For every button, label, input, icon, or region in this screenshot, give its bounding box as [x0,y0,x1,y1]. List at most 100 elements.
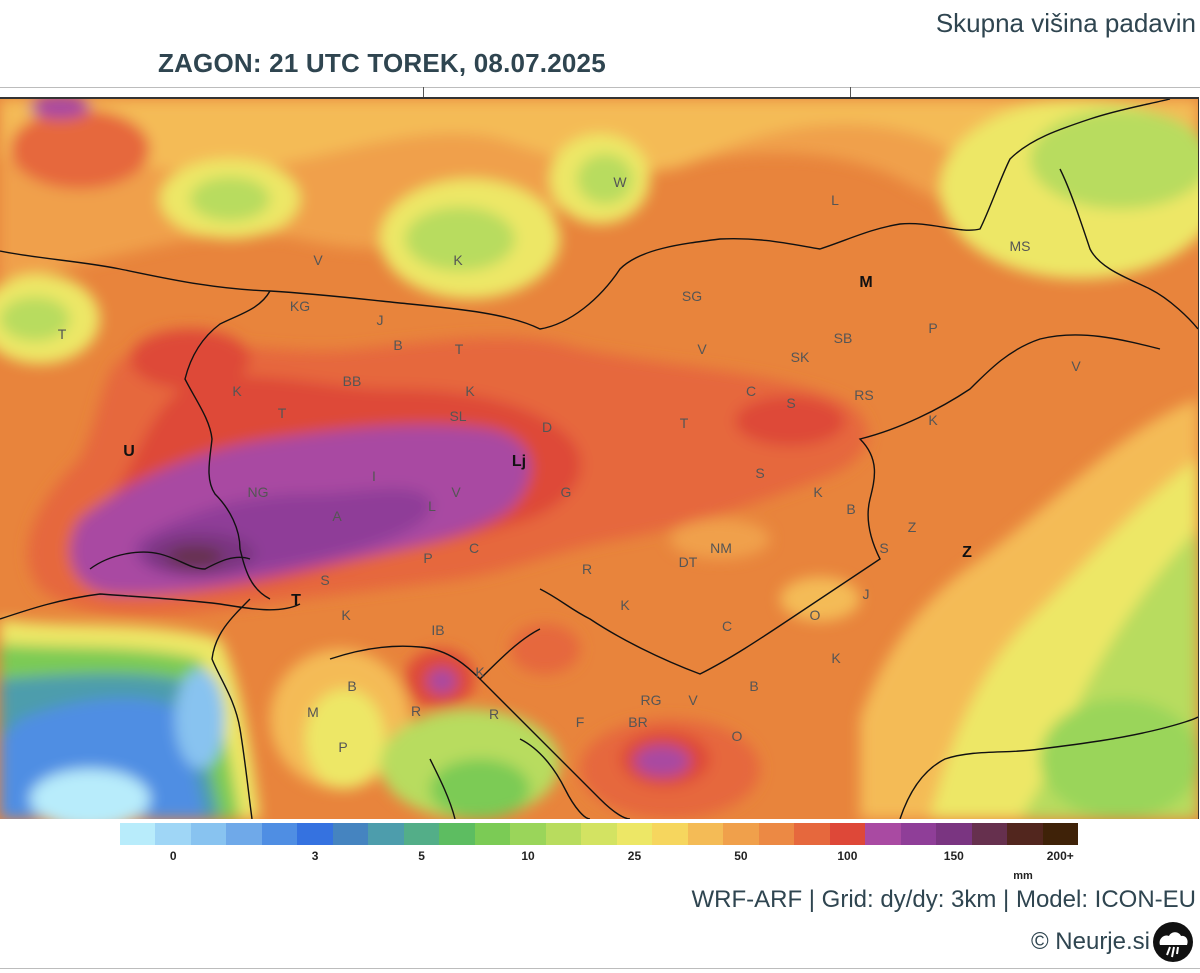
legend-swatch [794,823,830,845]
legend-swatch [403,823,440,845]
place-label: I [372,468,376,484]
place-label: T [455,341,464,357]
place-label: KG [290,298,310,314]
map-tick [850,87,851,97]
place-label: S [755,465,764,481]
place-label: L [831,192,839,208]
place-label: NG [248,484,269,500]
legend-tick-label: 50 [734,849,748,863]
legend-tick-label: 3 [311,849,319,863]
legend-swatch [900,823,937,845]
place-label: K [620,597,630,613]
place-label: V [313,252,323,268]
legend-swatch [616,823,653,845]
legend-swatch [971,823,1008,845]
legend-swatch [332,823,369,845]
credit-text[interactable]: © Neurje.si [1030,928,1150,955]
legend-tick-label: 150 [943,849,964,863]
legend-swatch [936,823,972,845]
place-label: G [561,484,572,500]
place-label: K [813,484,823,500]
legend-swatch [226,823,262,845]
place-label: C [746,383,756,399]
place-label: Z [962,544,972,561]
place-label: C [722,618,732,634]
borders [0,99,1198,819]
place-label: K [928,412,938,428]
place-label: W [613,174,627,190]
place-label: R [411,703,421,719]
precipitation-map[interactable]: W L MS M V K KG J SG T B T V SB SK P BB K K C RS S V T SL D T K U Lj I… [0,97,1199,819]
place-label: MS [1010,238,1031,254]
place-label: P [423,550,432,566]
legend-tick-label: 100 [837,849,858,863]
legend-tick-label: 5 [418,849,425,863]
place-label: T [680,415,689,431]
legend-swatch [190,823,227,845]
place-label: SB [834,330,853,346]
legend-swatch [439,823,475,845]
place-label: R [489,706,499,722]
place-label: B [749,678,758,694]
place-label: O [732,728,743,744]
top-divider [0,87,1200,88]
place-label: S [879,540,888,556]
place-label: R [582,561,592,577]
legend-tick-label: 200+ [1046,849,1074,863]
place-label: V [1071,358,1081,374]
place-label: B [846,501,855,517]
place-label: Z [908,519,917,535]
legend-swatch [829,823,866,845]
legend-tick-label: 25 [627,849,642,863]
place-label: K [475,664,485,680]
place-label: S [786,395,795,411]
place-label: SL [449,408,466,424]
place-label: K [465,383,475,399]
place-label: A [332,508,342,524]
legend-swatch [758,823,795,845]
legend-unit: mm [1013,870,1033,882]
run-label: ZAGON: 21 UTC TOREK, 08.07.2025 [158,48,606,78]
legend-tick-label: 10 [521,849,535,863]
bottom-divider [0,968,1200,969]
legend-swatch [297,823,333,845]
legend-swatch [474,823,511,845]
place-label: IB [431,622,444,638]
place-label: T [58,326,67,342]
place-label: S [320,572,329,588]
place-label: K [341,607,351,623]
storm-cloud-icon [1153,922,1193,962]
model-info: WRF-ARF | Grid: dy/dy: 3km | Model: ICON… [691,886,1196,913]
place-label: RG [641,692,662,708]
legend-swatch [865,823,901,845]
place-label: J [863,586,870,602]
place-label: BR [628,714,647,730]
place-label: J [377,312,384,328]
place-label: U [123,443,135,460]
legend-swatch [1007,823,1043,845]
place-label: D [542,419,552,435]
legend-swatch [261,823,298,845]
legend-swatch [120,823,156,845]
place-label: RS [854,387,873,403]
place-label: DT [679,554,698,570]
legend-swatch [723,823,759,845]
legend-swatch [368,823,404,845]
legend-swatch [510,823,546,845]
legend-swatch [687,823,724,845]
place-label: V [688,692,698,708]
place-label: K [831,650,841,666]
place-label: V [451,484,461,500]
legend-swatch [581,823,617,845]
place-label: C [469,540,479,556]
place-label: BB [343,373,362,389]
place-label: B [393,337,402,353]
map-tick [423,87,424,97]
color-scale-legend [120,823,1079,845]
place-label: P [928,320,937,336]
place-label: O [810,607,821,623]
place-label: M [307,704,319,720]
place-label: Lj [512,453,526,470]
place-label: B [347,678,356,694]
